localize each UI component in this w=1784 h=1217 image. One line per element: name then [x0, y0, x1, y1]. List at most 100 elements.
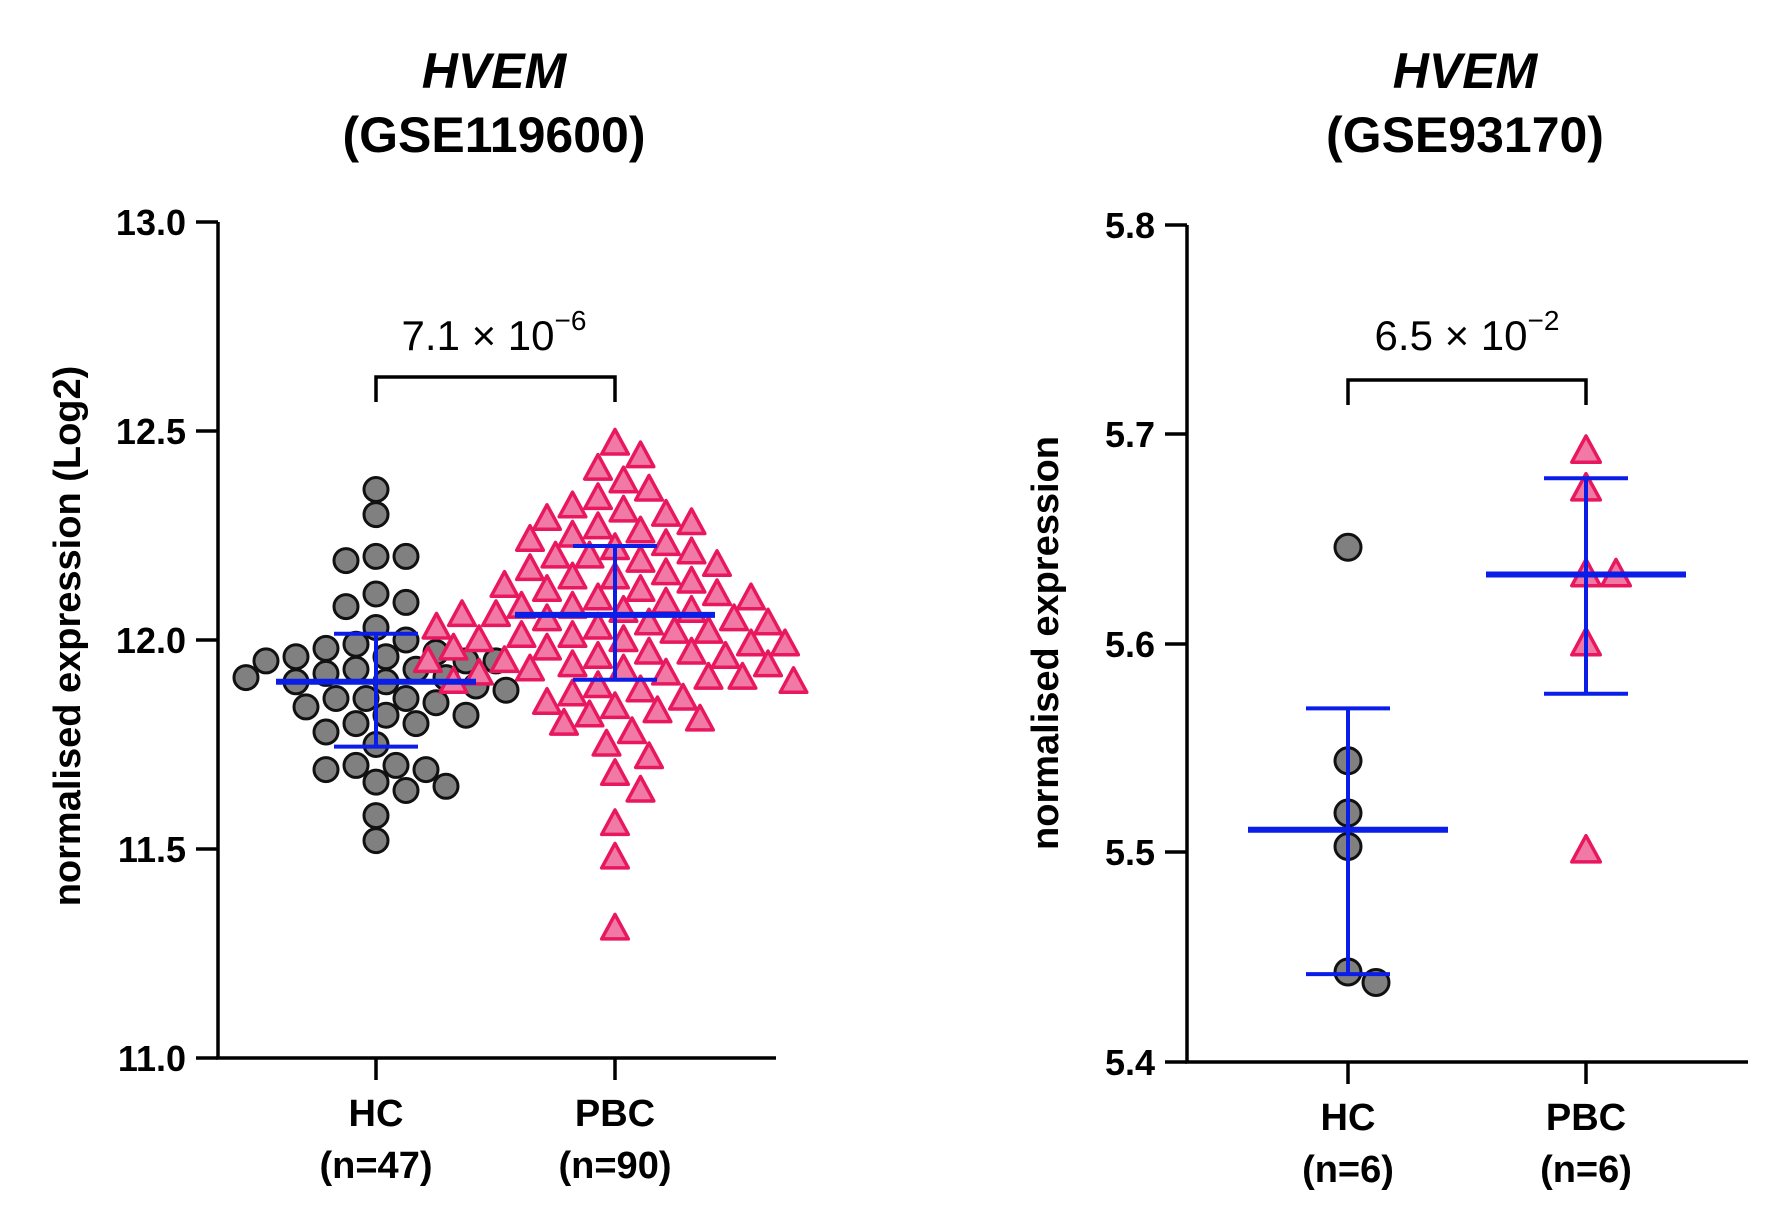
pbc-data-point [599, 912, 631, 941]
pbc-data-point [514, 653, 546, 682]
hc-data-point [342, 655, 370, 683]
pbc-data-point [557, 561, 588, 590]
pbc-data-point [599, 427, 631, 456]
panel-2-p-value-mantissa: 6.5 × 10 [1375, 312, 1528, 359]
panel-2-x-label-hc: HC [1321, 1097, 1376, 1139]
hc-data-point [382, 751, 410, 779]
panel-1-significance: 7.1 × 10−6 [374, 305, 617, 402]
pbc-data-point [591, 728, 622, 757]
pbc-data-point [531, 632, 563, 661]
pbc-data-point [599, 691, 631, 720]
pbc-data-point [625, 440, 656, 469]
pbc-data-point [701, 578, 733, 607]
hc-data-point [342, 751, 370, 779]
panel-2-y-tick-label: 5.6 [1105, 624, 1155, 665]
pbc-data-point [446, 599, 478, 628]
panel-2-p-value-exponent: −2 [1528, 305, 1560, 336]
panel-1-x-label-hc: HC [349, 1093, 404, 1135]
hc-data-point [342, 630, 370, 658]
panel-2-x-ticks: HC (n=6) PBC (n=6) [1302, 1062, 1632, 1191]
pbc-data-point [633, 636, 665, 665]
panel-2-y-tick-label: 5.4 [1105, 1042, 1155, 1083]
pbc-data-point [463, 624, 495, 653]
hc-data-point [232, 664, 260, 692]
pbc-data-point [616, 716, 648, 745]
pbc-data-point [514, 523, 546, 552]
pbc-data-point [531, 574, 563, 603]
pbc-data-point [752, 607, 784, 636]
hc-data-point [492, 676, 520, 704]
pbc-data-point [693, 661, 724, 690]
pbc-data-point [650, 528, 682, 557]
pbc-data-point [599, 808, 631, 837]
pbc-data-point [506, 620, 537, 649]
pbc-data-point [727, 661, 758, 690]
pbc-data-point [540, 540, 571, 569]
panel-1-x-label-pbc: PBC [575, 1093, 655, 1135]
pbc-data-point [514, 553, 546, 582]
panel-1-title-gene: HVEM [422, 43, 568, 99]
panel-2-y-tick-label: 5.7 [1105, 414, 1155, 455]
pbc-data-point [667, 682, 699, 711]
pbc-data-point [582, 452, 614, 481]
panel-1-y-axis-label: normalised expression (Log2) [47, 366, 89, 907]
pbc-data-point [608, 494, 639, 523]
panel-2-x-label-pbc: PBC [1546, 1097, 1626, 1139]
pbc-data-point [710, 640, 741, 669]
pbc-data-point [557, 649, 588, 678]
hc-data-point [412, 756, 440, 784]
panel-1-y-tick-label: 11.0 [118, 1038, 186, 1079]
panel-2-significance: 6.5 × 10−2 [1346, 305, 1588, 405]
hc-data-point [362, 768, 390, 796]
hc-data-point [422, 689, 450, 717]
pbc-data-point [642, 695, 673, 724]
pbc-data-point [489, 645, 520, 674]
hc-data-point [332, 547, 360, 575]
pbc-data-point [582, 582, 614, 611]
hc-data-point [342, 710, 370, 738]
hc-data-point [362, 542, 390, 570]
hc-data-point [452, 701, 480, 729]
pbc-data-point [625, 544, 656, 573]
pbc-data-point [625, 674, 656, 703]
pbc-data-point [625, 515, 656, 544]
panel-1-x-label-pbc-n: (n=90) [559, 1145, 672, 1187]
hc-data-point [392, 777, 420, 804]
pbc-data-point [489, 569, 520, 598]
pbc-data-point [421, 611, 452, 640]
panel-2-x-label-hc-n: (n=6) [1302, 1149, 1394, 1191]
pbc-data-point [1570, 434, 1603, 464]
pbc-data-point [625, 774, 656, 803]
panel-1-x-ticks: HC (n=47) PBC (n=90) [320, 1058, 672, 1187]
pbc-data-point [693, 615, 724, 644]
panel-2-y-ticks: 5.4 5.5 5.6 5.7 5.8 [1105, 205, 1187, 1083]
pbc-data-point [574, 699, 605, 728]
hc-data-point [312, 718, 340, 746]
pbc-data-point [718, 603, 750, 632]
pbc-data-point [599, 758, 631, 787]
hc-data-point [362, 580, 390, 608]
hc-data-point [282, 643, 310, 671]
pbc-data-point [650, 657, 682, 686]
hc-data-point [392, 626, 420, 654]
pbc-data-point [676, 507, 707, 536]
hc-data-point [392, 542, 420, 570]
pbc-data-point [557, 519, 588, 548]
pbc-data-point [701, 549, 733, 578]
pbc-data-point [582, 640, 614, 669]
pbc-data-point [557, 620, 588, 649]
hc-data-point [432, 772, 460, 800]
pbc-data-point [769, 628, 801, 657]
pbc-data-point [599, 841, 631, 870]
hc-data-point [252, 647, 280, 675]
panel-2-y-tick-label: 5.5 [1105, 832, 1155, 873]
pbc-data-point [625, 574, 656, 603]
panel-2-summary-bars [1248, 476, 1686, 977]
panel-1-p-value-exponent: −6 [555, 305, 587, 336]
pbc-data-point [574, 540, 605, 569]
panel-1-y-tick-label: 13.0 [116, 202, 186, 243]
hc-data-point [362, 476, 390, 503]
panel-2-title-gene: HVEM [1393, 43, 1539, 99]
pbc-data-point [676, 536, 707, 565]
